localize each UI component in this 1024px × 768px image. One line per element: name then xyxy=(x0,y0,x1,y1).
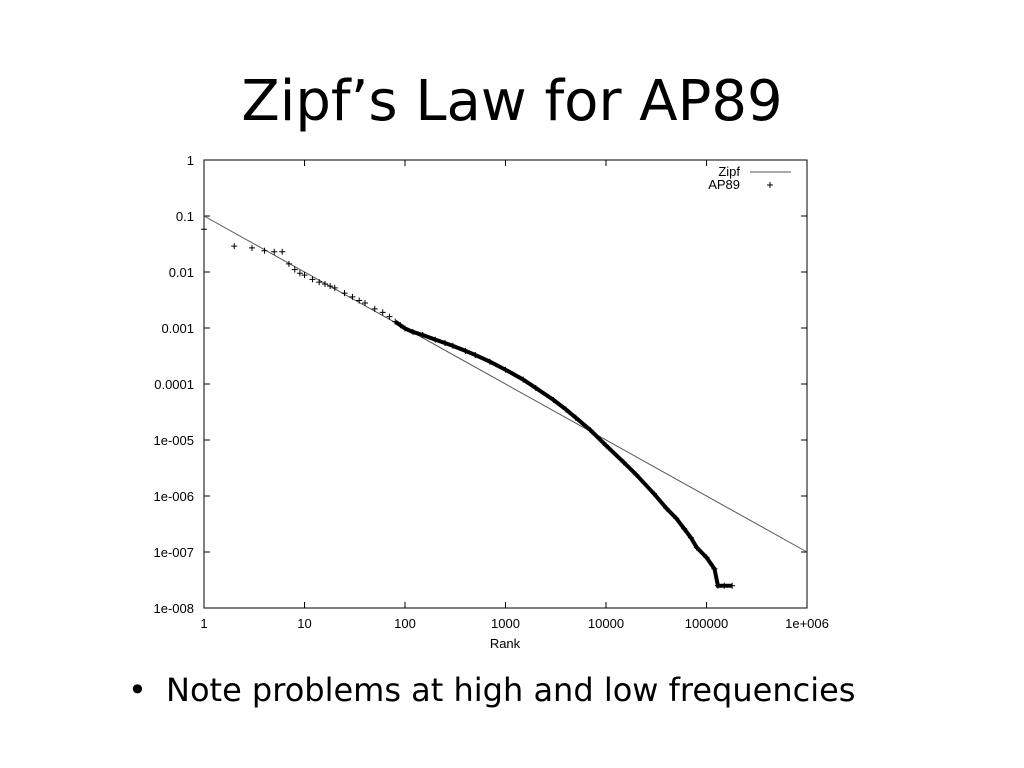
ap89-point xyxy=(231,243,238,250)
zipf-line xyxy=(203,215,808,553)
ap89-point xyxy=(279,248,286,255)
series-layer xyxy=(201,215,808,589)
ap89-point xyxy=(633,471,640,478)
ap89-point xyxy=(502,366,509,373)
y-tick-label: 0.001 xyxy=(161,321,194,336)
ap89-point xyxy=(603,442,609,449)
ap89-point xyxy=(301,272,308,279)
bullet-text: Note problems at high and low frequencie… xyxy=(166,671,856,709)
legend-label: AP89 xyxy=(708,177,740,192)
y-tick-label: 0.01 xyxy=(169,265,194,280)
ap89-point xyxy=(201,226,207,233)
ap89-point xyxy=(371,305,378,312)
ap89-point xyxy=(248,244,255,251)
y-tick-label: 1e-008 xyxy=(154,601,194,616)
legend-plus-icon xyxy=(767,182,773,188)
slide-title: Zipf’s Law for AP89 xyxy=(241,69,783,134)
ap89-point xyxy=(711,565,718,572)
y-tick-label: 1e-006 xyxy=(154,489,194,504)
ap89-point xyxy=(291,266,298,273)
ap89-point xyxy=(486,358,493,365)
x-tick-label: 10000 xyxy=(588,616,624,631)
ap89-point xyxy=(620,459,627,466)
ap89-point xyxy=(449,342,456,349)
y-tick-label: 1e-007 xyxy=(154,545,194,560)
ap89-point xyxy=(271,248,278,255)
legend-label: Zipf xyxy=(718,164,740,179)
ap89-point xyxy=(572,414,579,421)
y-tick-label: 1 xyxy=(187,153,194,168)
ap89-point xyxy=(563,406,570,413)
ap89-point xyxy=(532,384,539,391)
ap89-point xyxy=(392,318,399,325)
ap89-point xyxy=(362,299,369,306)
ap89-point xyxy=(673,515,680,522)
x-tick-label: 1000 xyxy=(491,616,520,631)
ap89-point xyxy=(441,339,448,346)
ap89-point xyxy=(322,281,329,288)
ap89-point xyxy=(714,582,721,589)
x-tick-label: 1e+006 xyxy=(785,616,829,631)
ap89-point xyxy=(729,582,736,589)
x-tick-label: 10 xyxy=(297,616,311,631)
ap89-point xyxy=(327,283,334,290)
ap89-dense-curve xyxy=(394,319,733,588)
ap89-point xyxy=(703,554,710,561)
ap89-point xyxy=(331,284,338,291)
x-tick-label: 1 xyxy=(200,616,207,631)
ap89-point xyxy=(520,376,527,383)
ap89-point xyxy=(462,347,469,354)
ap89-point xyxy=(587,427,594,434)
ap89-point xyxy=(693,544,700,551)
y-tick-label: 1e-005 xyxy=(154,433,194,448)
ap89-point xyxy=(349,293,356,300)
bullet-icon: • xyxy=(128,671,147,709)
ap89-point xyxy=(472,351,479,358)
ap89-point xyxy=(402,325,408,332)
ap89-point xyxy=(379,309,386,316)
x-axis-label: Rank xyxy=(490,636,521,651)
ap89-point xyxy=(409,328,416,335)
ticks-layer: 1 10 100 1000 10000 100000 1e+006 1e-008 1e-007 1… xyxy=(154,153,829,631)
y-tick-label: 0.0001 xyxy=(154,377,194,392)
ap89-point xyxy=(650,490,657,497)
ap89-point xyxy=(687,534,694,541)
ap89-point xyxy=(663,505,670,512)
ap89-point xyxy=(296,270,303,277)
y-tick-label: 0.1 xyxy=(176,209,194,224)
ap89-point xyxy=(681,525,688,532)
ap89-point xyxy=(261,247,268,254)
ap89-point xyxy=(285,260,292,267)
ap89-point xyxy=(386,313,393,320)
ap89-point xyxy=(309,276,316,283)
ap89-point xyxy=(356,297,363,304)
bullet-item: • Note problems at high and low frequenci… xyxy=(128,664,855,716)
ap89-point xyxy=(432,336,439,343)
ap89-point xyxy=(316,279,323,286)
ap89-point xyxy=(341,290,348,297)
x-tick-label: 100 xyxy=(394,616,416,631)
ap89-point xyxy=(419,331,426,338)
ap89-point xyxy=(397,322,404,329)
ap89-point xyxy=(721,582,728,589)
ap89-point xyxy=(550,396,557,403)
x-tick-label: 100000 xyxy=(685,616,728,631)
